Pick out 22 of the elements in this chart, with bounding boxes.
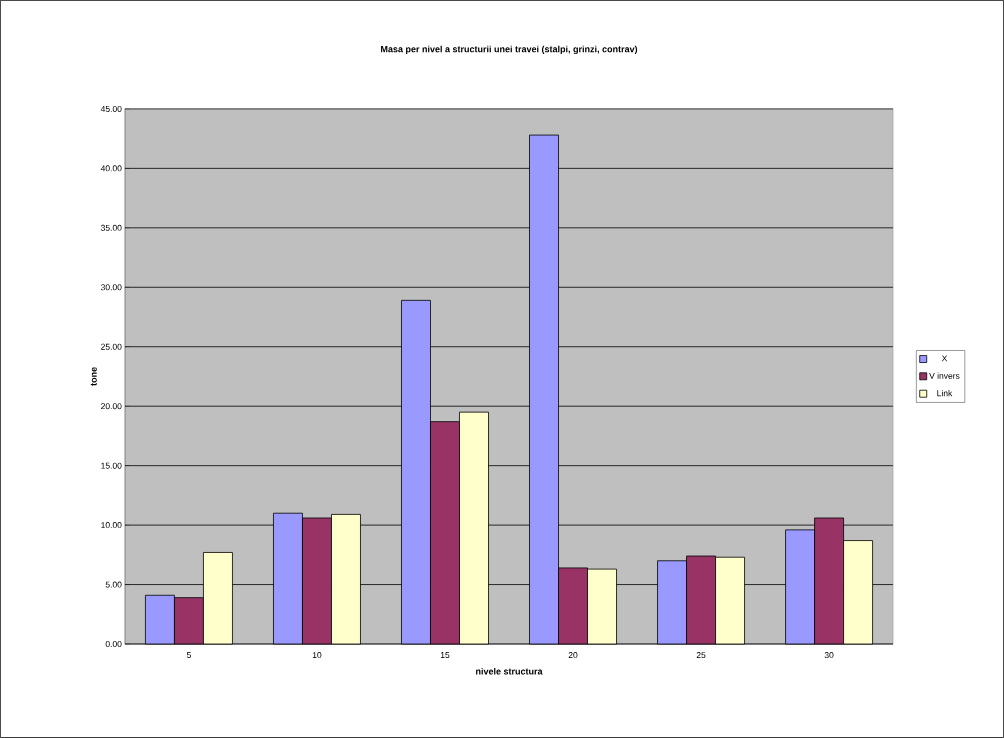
legend-label: V invers (929, 372, 960, 379)
y-tick-label: 40.00 (100, 165, 122, 172)
y-tick-label: 5.00 (105, 581, 122, 588)
y-tick-label: 0.00 (105, 641, 122, 648)
y-tick-label: 20.00 (101, 403, 122, 410)
y-axis-title: tone (90, 367, 97, 386)
y-tick-label: 15.00 (101, 462, 122, 469)
x-tick-label: 20 (568, 652, 578, 659)
x-tick-label: 25 (696, 652, 706, 659)
y-tick-label: 25.00 (101, 343, 122, 350)
x-tick-label: 30 (824, 652, 834, 659)
x-tick-label: 5 (186, 652, 191, 659)
y-tick-label: 45.00 (100, 105, 122, 112)
chart-title: Masa per nivel a structurii unei travei (stalpi, grinzi, contrav) (381, 45, 638, 55)
x-tick-label: 15 (440, 652, 450, 659)
x-axis-title: nivele structura (476, 667, 543, 675)
x-tick-label: 10 (312, 652, 322, 659)
legend-label: X (941, 355, 948, 362)
y-tick-label: 35.00 (100, 224, 122, 231)
legend-label: Link (937, 390, 953, 397)
y-tick-label: 30.00 (100, 284, 122, 291)
y-tick-label: 10.00 (101, 522, 122, 529)
